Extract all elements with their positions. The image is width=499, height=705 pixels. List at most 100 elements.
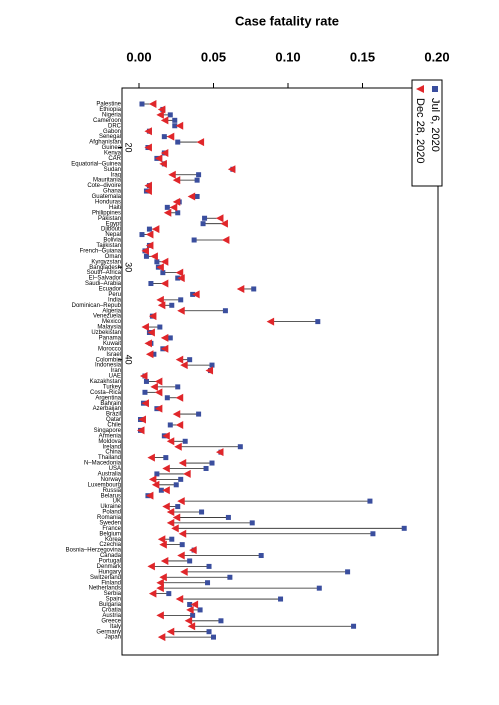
point [157, 324, 163, 330]
point [151, 351, 157, 357]
point [162, 502, 170, 511]
y-tick-label: Croatia [102, 607, 122, 613]
point [278, 596, 284, 602]
point [148, 589, 157, 598]
y-tick-label: Australia [98, 471, 122, 477]
y-tick-label: Thailand [98, 455, 121, 461]
y-tick-label: Ukraine [100, 504, 121, 510]
point [186, 605, 194, 614]
point [174, 442, 182, 451]
y-tick-label: Pakistan [98, 216, 121, 222]
point [184, 616, 193, 625]
point [172, 123, 178, 129]
point [187, 357, 193, 363]
point [175, 420, 184, 429]
y-tick-label: Bahrain [100, 401, 121, 407]
point [220, 219, 228, 228]
y-tick-label: Kenya [104, 151, 122, 157]
point [316, 585, 322, 591]
y-tick-label: Switzerland [90, 575, 121, 581]
point [173, 482, 179, 488]
y-tick-label: Malaysia [97, 325, 121, 331]
point [209, 362, 215, 368]
point [237, 444, 243, 450]
y-tick-label: Russia [103, 488, 122, 494]
legend-marker [416, 85, 424, 93]
point [172, 513, 181, 522]
y-tick-label: Guinea [102, 145, 122, 151]
point [182, 438, 188, 444]
point [156, 295, 164, 304]
y-tick-label: Cameroon [93, 118, 121, 124]
y-tick-label: Senegal [99, 134, 121, 140]
legend-label: Jul 6, 2020 [429, 98, 441, 152]
y-tick-label: Costa–Rica [90, 390, 122, 396]
plot-frame [121, 87, 439, 656]
point [166, 627, 175, 636]
y-tick-label: Algeria [102, 308, 121, 314]
point [197, 607, 203, 613]
point [160, 270, 166, 276]
y-tick-label: Mexico [102, 319, 122, 325]
point [315, 319, 321, 325]
point [367, 498, 373, 504]
y-tick-label: Panama [99, 335, 122, 341]
y-tick-label: UAE [109, 374, 121, 380]
point [206, 629, 212, 635]
point [142, 389, 148, 395]
y-tick-label: China [105, 450, 121, 456]
y-tick-label: Cote–divoire [87, 183, 121, 189]
y-tick-label: South–Africa [87, 270, 122, 276]
point [175, 384, 181, 390]
point [157, 535, 166, 544]
x-tick-label: 0.15 [350, 49, 375, 64]
point [179, 542, 185, 548]
point [175, 393, 184, 402]
point [187, 558, 193, 564]
point [160, 556, 169, 565]
point [159, 540, 167, 549]
y-tick-label: Korea [105, 537, 122, 543]
point [161, 134, 167, 140]
x-tick-label: 0.05 [201, 49, 226, 64]
y-tick-label: Brazil [106, 412, 121, 418]
point [148, 475, 157, 484]
point [144, 181, 152, 190]
y-tick-label: Luxembourg [88, 482, 121, 488]
y-tick-label: Ecuador [99, 287, 121, 293]
y-tick-label: Palestine [96, 102, 121, 108]
y-tick-label: Bangladesh [89, 265, 121, 271]
point [138, 415, 146, 424]
y-tick-label: CAR [108, 156, 121, 162]
point [157, 633, 166, 642]
point [144, 127, 152, 136]
point [209, 460, 215, 466]
y-tick-label: Kazakhstan [90, 379, 121, 385]
point [221, 236, 230, 244]
point [222, 308, 228, 314]
point [164, 204, 170, 210]
point [236, 284, 245, 293]
y-tick-label: Ghana [103, 189, 122, 195]
point [151, 225, 160, 234]
y-tick-label: Finland [101, 580, 121, 586]
y-tick-label: DRC [108, 123, 122, 129]
y-tick-label: Belgium [99, 531, 121, 537]
legend-frame [411, 79, 443, 187]
y-tick-label: Nigeria [102, 112, 122, 118]
point [215, 448, 224, 457]
y-tick-label: Kyrgyzstan [91, 259, 121, 265]
point [159, 573, 167, 582]
point [141, 323, 149, 332]
point [147, 562, 155, 571]
point [171, 524, 179, 533]
y-tick-label: Peru [108, 292, 121, 298]
y-tick-label: Oman [105, 254, 121, 260]
point [162, 464, 170, 473]
y-tick-label: Philippines [92, 210, 121, 216]
point [168, 170, 176, 179]
y-tick-label: Poland [102, 510, 121, 516]
y-tick-label: Haiti [109, 205, 121, 211]
point [178, 459, 187, 468]
